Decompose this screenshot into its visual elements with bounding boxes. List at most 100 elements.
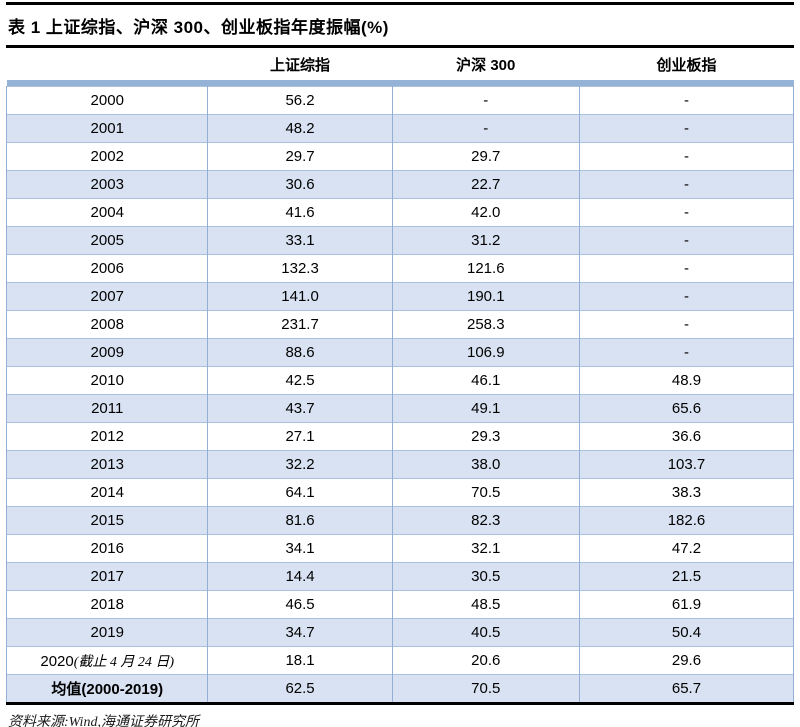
table-row: 2004 41.6 42.0- (5, 198, 795, 227)
table-row: 2015 81.6 82.3 182.6 (5, 506, 795, 535)
value-cell: 41.6 (207, 198, 393, 227)
header-band-segment (579, 80, 794, 87)
value-cell: - (578, 282, 795, 311)
value-cell: 70.5 (391, 478, 580, 507)
value-cell: 29.7 (207, 142, 393, 171)
value-cell: 182.6 (578, 506, 795, 535)
year-cell: 2009 (5, 338, 209, 367)
value-cell: 65.7 (578, 674, 795, 704)
table-row: 2017 14.4 30.5 21.5 (5, 562, 795, 591)
table-body: 2000 56.2- -2001 48.2- -2002 29.7 29.7-2003 30.… (5, 86, 795, 704)
column-header-year (6, 48, 208, 80)
value-cell: 18.1 (207, 646, 393, 675)
table-row: 2001 48.2- - (5, 114, 795, 143)
value-cell: - (578, 254, 795, 283)
table-row: 2002 29.7 29.7- (5, 142, 795, 171)
value-cell: 22.7 (391, 170, 580, 199)
mean-row: 均值(2000-2019) 62.5 70.5 65.7 (5, 674, 795, 704)
year-cell: 2010 (5, 366, 209, 395)
year-cell: 2014 (5, 478, 209, 507)
year-cell: 2015 (5, 506, 209, 535)
value-cell: - (391, 114, 580, 143)
table-row: 2018 46.5 48.5 61.9 (5, 590, 795, 619)
value-cell: 62.5 (207, 674, 393, 704)
table-row: 2008 231.7 258.3- (5, 310, 795, 339)
table-row: 2013 32.2 38.0 103.7 (5, 450, 795, 479)
value-cell: 43.7 (207, 394, 393, 423)
header-band (6, 80, 794, 87)
value-cell: 40.5 (391, 618, 580, 647)
value-cell: 106.9 (391, 338, 580, 367)
year-cell: 2019 (5, 618, 209, 647)
table-row: 2012 27.1 29.3 36.6 (5, 422, 795, 451)
table-row: 2000 56.2- - (5, 86, 795, 115)
value-cell: 190.1 (391, 282, 580, 311)
value-cell: 65.6 (578, 394, 795, 423)
value-cell: - (578, 338, 795, 367)
value-cell: - (578, 310, 795, 339)
value-cell: 61.9 (578, 590, 795, 619)
value-cell: 141.0 (207, 282, 393, 311)
value-cell: 32.2 (207, 450, 393, 479)
header-band-segment (6, 80, 208, 87)
value-cell: 82.3 (391, 506, 580, 535)
value-cell: 70.5 (391, 674, 580, 704)
value-cell: - (578, 86, 795, 115)
year-cell: 2002 (5, 142, 209, 171)
year-cell: 2016 (5, 534, 209, 563)
value-cell: 46.5 (207, 590, 393, 619)
value-cell: 29.3 (391, 422, 580, 451)
value-cell: 42.5 (207, 366, 393, 395)
table-row: 2007 141.0 190.1- (5, 282, 795, 311)
value-cell: - (578, 142, 795, 171)
year-cell: 均值(2000-2019) (5, 674, 209, 704)
year-cell: 2007 (5, 282, 209, 311)
table-row: 2006 132.3 121.6- (5, 254, 795, 283)
year-cell: 2004 (5, 198, 209, 227)
table-row: 2014 64.1 70.5 38.3 (5, 478, 795, 507)
year-cell: 2000 (5, 86, 209, 115)
value-cell: 48.5 (391, 590, 580, 619)
header-band-segment (207, 80, 393, 87)
value-cell: 33.1 (207, 226, 393, 255)
table-row: 2003 30.6 22.7- (5, 170, 795, 199)
value-cell: 38.3 (578, 478, 795, 507)
value-cell: 258.3 (391, 310, 580, 339)
table-row: 2016 34.1 32.1 47.2 (5, 534, 795, 563)
source-note: 资料来源:Wind,海通证券研究所 (8, 715, 199, 727)
year-cell: 2011 (5, 394, 209, 423)
table-row: 2019 34.7 40.5 50.4 (5, 618, 795, 647)
value-cell: 14.4 (207, 562, 393, 591)
value-cell: 231.7 (207, 310, 393, 339)
value-cell: 32.1 (391, 534, 580, 563)
table-row: 2020(截止 4 月 24 日) 18.1 20.6 29.6 (5, 646, 795, 675)
value-cell: 34.7 (207, 618, 393, 647)
year-cell: 2005 (5, 226, 209, 255)
value-cell: 46.1 (391, 366, 580, 395)
value-cell: 48.2 (207, 114, 393, 143)
value-cell: 42.0 (391, 198, 580, 227)
value-cell: 64.1 (207, 478, 393, 507)
value-cell: 30.6 (207, 170, 393, 199)
column-header-chinext: 创业板指 (579, 48, 794, 80)
value-cell: 30.5 (391, 562, 580, 591)
value-cell: 29.7 (391, 142, 580, 171)
year-cell: 2008 (5, 310, 209, 339)
amplitude-table: 上证综指 沪深 300 创业板指 2000 56.2- -2001 48.2- -200… (5, 48, 795, 705)
value-cell: 20.6 (391, 646, 580, 675)
value-cell: 81.6 (207, 506, 393, 535)
value-cell: 50.4 (578, 618, 795, 647)
year-cell: 2012 (5, 422, 209, 451)
value-cell: 121.6 (391, 254, 580, 283)
value-cell: 56.2 (207, 86, 393, 115)
value-cell: 103.7 (578, 450, 795, 479)
table-row: 2010 42.5 46.1 48.9 (5, 366, 795, 395)
value-cell: - (578, 226, 795, 255)
year-cell: 2003 (5, 170, 209, 199)
year-cell: 2001 (5, 114, 209, 143)
year-cell: 2020(截止 4 月 24 日) (5, 646, 209, 675)
table-row: 2011 43.7 49.1 65.6 (5, 394, 795, 423)
table-row: 2009 88.6 106.9- (5, 338, 795, 367)
value-cell: 88.6 (207, 338, 393, 367)
